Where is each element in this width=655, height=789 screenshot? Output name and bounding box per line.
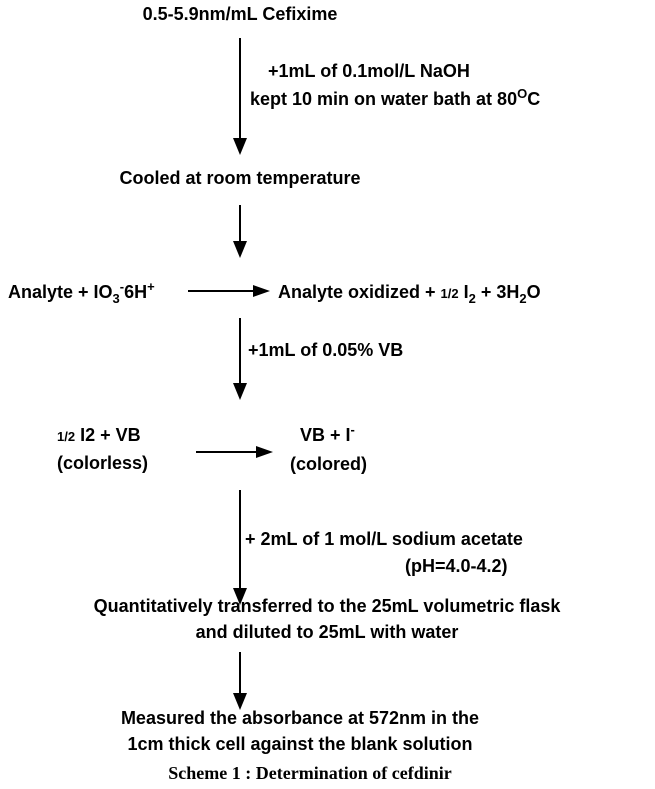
arrow-head [233,693,247,710]
step-label: + 2mL of 1 mol/L sodium acetate [245,529,523,549]
step-label: Analyte oxidized + 1/2 I2 + 3H2O [278,282,541,306]
text-run: 6H [124,282,147,302]
step-label: Quantitatively transferred to the 25mL v… [94,596,562,616]
step-label: (colored) [290,454,367,474]
step-label: +1mL of 0.1mol/L NaOH [268,61,470,81]
arrows [188,38,273,710]
text-run: I2 + VB [75,425,141,445]
sub-text: 2 [469,291,476,306]
step-label: Measured the absorbance at 572nm in the [121,708,479,728]
text-run: (colorless) [57,453,148,473]
step-label: +1mL of 0.05% VB [248,340,403,360]
text-run: Analyte oxidized + [278,282,441,302]
arrow-head [233,588,247,605]
text-run: and diluted to 25mL with water [196,622,459,642]
text-run: Analyte + IO [8,282,113,302]
text-run: + 2mL of 1 mol/L sodium acetate [245,529,523,549]
text-run: (pH=4.0-4.2) [405,556,508,576]
step-label: (pH=4.0-4.2) [405,556,508,576]
step-label: 1cm thick cell against the blank solutio… [127,734,472,754]
text-run: Quantitatively transferred to the 25mL v… [94,596,562,616]
step-label: kept 10 min on water bath at 80OC [250,86,540,109]
sup-text: - [120,279,124,294]
sup-text: + [147,279,155,294]
small-text: 1/2 [441,286,459,301]
text-run: I [459,282,469,302]
text-run: kept 10 min on water bath at 80 [250,89,517,109]
text-run: C [527,89,540,109]
sup-text: - [351,422,355,437]
arrow-head [233,138,247,155]
arrow-head [233,241,247,258]
step-label: Analyte + IO3-6H+ [8,279,155,306]
text-run: O [527,282,541,302]
step-label: 1/2 I2 + VB [57,425,141,445]
text-run: VB + I [300,425,351,445]
step-label: and diluted to 25mL with water [196,622,459,642]
step-label: Cooled at room temperature [119,168,360,188]
sub-text: 2 [519,291,526,306]
text-run: Measured the absorbance at 572nm in the [121,708,479,728]
step-label: (colorless) [57,453,148,473]
arrow-head [256,446,273,458]
text-run: (colored) [290,454,367,474]
step-label: VB + I- [300,422,355,445]
small-text: 1/2 [57,429,75,444]
sup-text: O [517,86,527,101]
step-label: 0.5-5.9nm/mL Cefixime [143,4,338,24]
text-run: + 3H [476,282,520,302]
caption: Scheme 1 : Determination of cefdinir [168,763,451,783]
text-run: +1mL of 0.1mol/L NaOH [268,61,470,81]
arrow-head [233,383,247,400]
text-run: 1cm thick cell against the blank solutio… [127,734,472,754]
text-run: 0.5-5.9nm/mL Cefixime [143,4,338,24]
text-run: Cooled at room temperature [119,168,360,188]
arrow-head [253,285,270,297]
text-run: +1mL of 0.05% VB [248,340,403,360]
sub-text: 3 [113,291,120,306]
